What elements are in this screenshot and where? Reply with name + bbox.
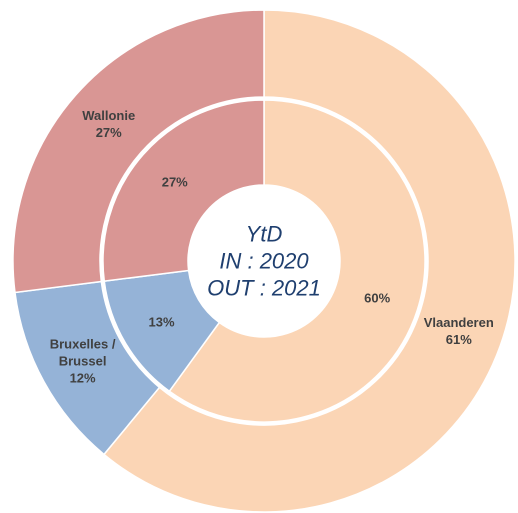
value-label: 12% [69, 370, 96, 386]
value-label: 13% [148, 314, 175, 330]
center-line: YtD [245, 221, 283, 247]
category-label: Wallonie [82, 108, 136, 124]
slice-label: Vlaanderen 61% [416, 314, 502, 348]
value-label: 60% [364, 290, 391, 306]
value-label: 61% [445, 332, 472, 348]
category-label: Vlaanderen [423, 315, 494, 331]
value-label: 27% [161, 174, 188, 190]
slice-label: 13% [149, 313, 175, 330]
category-label: Bruxelles / Brussel [49, 336, 116, 369]
center-line: OUT : 2021 [207, 275, 321, 301]
donut-slice [102, 9, 516, 513]
slice-label: 60% [364, 289, 390, 306]
slice-label: Wallonie 27% [66, 107, 152, 141]
slice-label: Bruxelles / Brussel 12% [40, 335, 126, 386]
donut-slice [12, 9, 265, 294]
center-text: YtD IN : 2020 OUT : 2021 [207, 221, 321, 302]
donut-slice [102, 99, 265, 283]
donut-slice [168, 99, 426, 423]
value-label: 27% [95, 125, 122, 141]
slice-label: 27% [162, 174, 188, 191]
center-line: IN : 2020 [219, 248, 309, 274]
